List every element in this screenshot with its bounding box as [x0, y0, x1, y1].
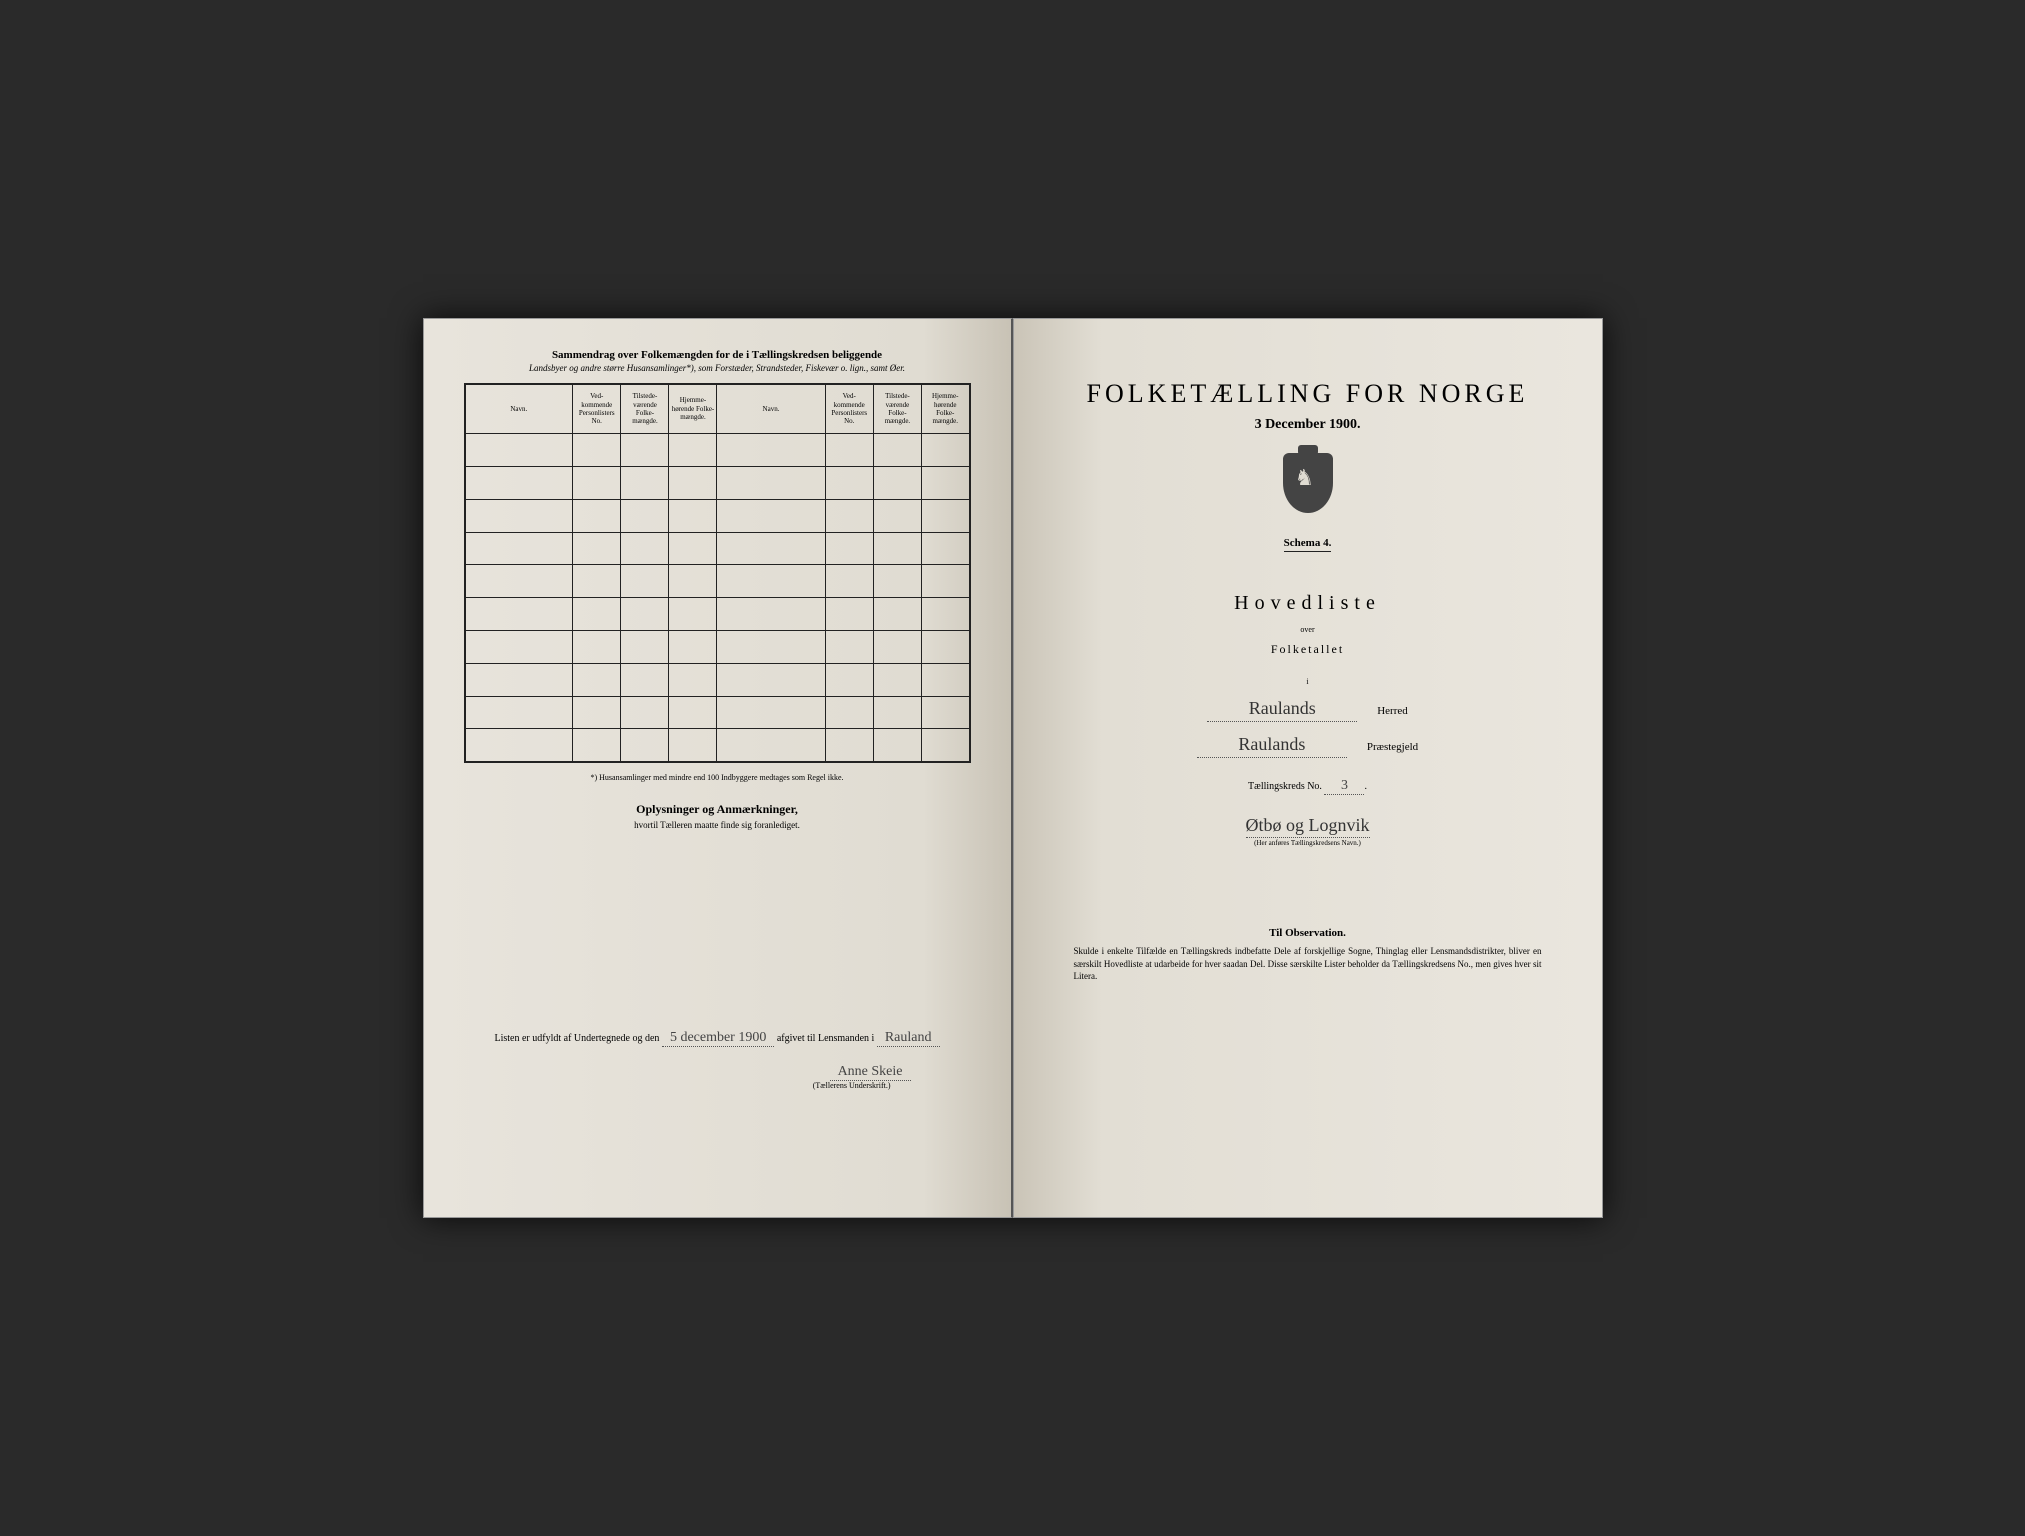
table-footnote: *) Husansamlinger med mindre end 100 Ind…: [464, 773, 971, 782]
herred-value-handwritten: Raulands: [1207, 698, 1357, 722]
col-navn-1: Navn.: [465, 384, 573, 434]
folketallet-label: Folketallet: [1054, 642, 1562, 657]
col-hjemme-1: Hjemme-hørende Folke-mængde.: [669, 384, 717, 434]
herred-label: Herred: [1377, 705, 1408, 717]
table-row: [465, 532, 970, 565]
col-vedkommende-1: Ved-kommende Personlisters No.: [573, 384, 621, 434]
praestegjeld-value-handwritten: Raulands: [1197, 734, 1347, 758]
right-page: FOLKETÆLLING FOR NORGE 3 December 1900. …: [1013, 318, 1603, 1218]
hovedliste-heading: Hovedliste: [1054, 592, 1562, 615]
kreds-name-line: Øtbø og Lognvik: [1054, 815, 1562, 836]
summary-table: Navn. Ved-kommende Personlisters No. Til…: [464, 383, 971, 763]
herred-line: Raulands Herred: [1054, 698, 1562, 722]
observation-text: Skulde i enkelte Tilfælde en Tællingskre…: [1054, 945, 1562, 983]
table-row: [465, 598, 970, 631]
signature-handwritten: Anne Skeie: [830, 1064, 911, 1081]
footer-date-handwritten: 5 december 1900: [662, 1030, 774, 1047]
praestegjeld-line: Raulands Præstegjeld: [1054, 734, 1562, 758]
signature-label: (Tællerens Underskrift.): [464, 1081, 971, 1090]
tkreds-number-handwritten: 3: [1324, 778, 1364, 795]
table-row: [465, 565, 970, 598]
kreds-sub-label: (Her anføres Tællingskredsens Navn.): [1054, 839, 1562, 847]
document-spread: Sammendrag over Folkemængden for de i Tæ…: [423, 318, 1603, 1218]
footer-mid: afgivet til Lensmanden i: [777, 1033, 874, 1044]
kreds-name-handwritten: Øtbø og Lognvik: [1246, 815, 1370, 838]
main-title: FOLKETÆLLING FOR NORGE: [1054, 379, 1562, 409]
observation-heading: Til Observation.: [1054, 927, 1562, 939]
footer-prefix: Listen er udfyldt af Undertegnede og den: [494, 1033, 659, 1044]
col-tilstede-2: Tilstede-værende Folke-mængde.: [873, 384, 921, 434]
schema-label: Schema 4.: [1284, 537, 1332, 552]
remarks-heading: Oplysninger og Anmærkninger,: [464, 802, 971, 817]
summary-subheading: Landsbyer og andre større Husansamlinger…: [464, 363, 971, 375]
summary-heading: Sammendrag over Folkemængden for de i Tæ…: [464, 349, 971, 361]
col-hjemme-2: Hjemme-hørende Folke-mængde.: [921, 384, 969, 434]
signature-block: Anne Skeie: [464, 1062, 971, 1081]
praestegjeld-label: Præstegjeld: [1367, 741, 1418, 753]
col-navn-2: Navn.: [717, 384, 825, 434]
table-row: [465, 499, 970, 532]
col-vedkommende-2: Ved-kommende Personlisters No.: [825, 384, 873, 434]
table-row: [465, 466, 970, 499]
coat-of-arms-icon: [1283, 453, 1333, 513]
tkreds-line: Tællingskreds No. 3.: [1054, 778, 1562, 795]
table-row: [465, 630, 970, 663]
remarks-subheading: hvortil Tælleren maatte finde sig foranl…: [464, 820, 971, 830]
table-row: [465, 434, 970, 467]
i-label: i: [1054, 677, 1562, 686]
col-tilstede-1: Tilstede-værende Folke-mængde.: [621, 384, 669, 434]
table-row: [465, 663, 970, 696]
left-page: Sammendrag over Folkemængden for de i Tæ…: [423, 318, 1013, 1218]
footer-attestation: Listen er udfyldt af Undertegnede og den…: [464, 1030, 971, 1047]
table-row: [465, 729, 970, 762]
footer-place-handwritten: Rauland: [877, 1030, 940, 1047]
table-row: [465, 696, 970, 729]
over-label: over: [1054, 625, 1562, 634]
tkreds-prefix: Tællingskreds No.: [1248, 781, 1322, 792]
census-date: 3 December 1900.: [1054, 417, 1562, 433]
